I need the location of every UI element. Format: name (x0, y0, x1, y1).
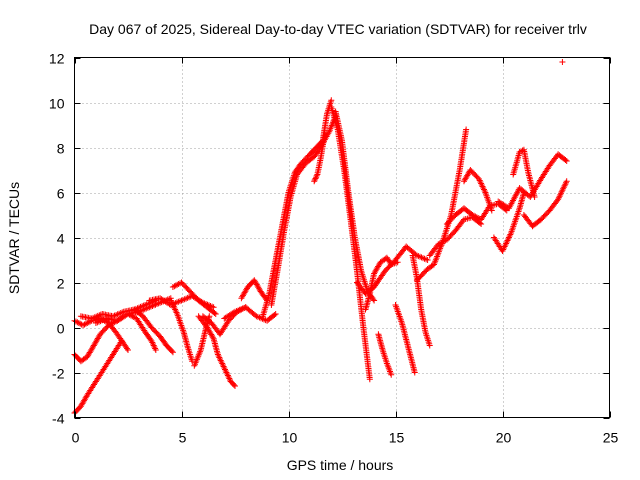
data-point (311, 178, 318, 185)
data-point (366, 376, 373, 383)
data-point (411, 369, 418, 376)
data-point (559, 59, 566, 65)
data-point (212, 311, 219, 317)
chart-title: Day 067 of 2025, Sidereal Day-to-day VTE… (89, 21, 587, 37)
x-tick-label: 0 (72, 430, 80, 446)
grid (74, 57, 610, 418)
data-point (424, 257, 431, 263)
data-point (394, 259, 401, 266)
data-point (230, 381, 237, 388)
series-pass-06 (125, 311, 159, 353)
series-pass-23 (375, 331, 395, 378)
series-pass-31 (495, 151, 570, 212)
y-tick-label: 12 (49, 51, 65, 67)
data-point (531, 194, 538, 200)
data-point (168, 348, 175, 355)
x-tick-label: 5 (179, 430, 187, 446)
y-tick-label: 4 (57, 231, 65, 247)
y-tick-label: 8 (57, 141, 65, 157)
x-tick-label: 15 (389, 430, 405, 446)
data-point (271, 312, 278, 318)
x-tick-label: 10 (282, 430, 298, 446)
y-tick-label: 6 (57, 186, 65, 202)
data-point (211, 310, 218, 316)
data-point (563, 178, 570, 185)
series-pass-33 (520, 178, 570, 230)
series-pass-15 (238, 277, 271, 304)
series-pass-34 (559, 59, 566, 65)
y-tick-label: 2 (57, 276, 65, 292)
data-point (311, 176, 318, 183)
y-tick-label: 0 (57, 321, 65, 337)
series-pass-14 (221, 304, 279, 324)
y-axis-label: SDTVAR / TECUs (6, 182, 22, 294)
y-tick-label: 10 (49, 96, 65, 112)
data-point (371, 297, 378, 304)
series-pass-16 (259, 97, 335, 320)
data-point (272, 311, 279, 317)
y-tick-label: -2 (52, 366, 65, 382)
series-pass-27 (426, 214, 485, 259)
series-pass-17 (268, 113, 339, 308)
data-point (321, 131, 328, 137)
data-point (313, 174, 320, 181)
series-pass-10 (169, 279, 219, 317)
data-point (473, 214, 480, 221)
data-point (328, 97, 335, 104)
tick-labels: 0 5 10 15 20 25 -4 -2 0 2 4 6 8 10 12 (49, 51, 619, 446)
x-tick-label: 20 (496, 430, 512, 446)
data-point (313, 172, 320, 179)
data-point (370, 296, 377, 303)
series-pass-22 (362, 254, 401, 313)
data-point (152, 347, 159, 353)
x-tick-label: 25 (603, 430, 619, 446)
data-point (563, 158, 570, 164)
data-point (562, 157, 569, 163)
series-pass-07 (131, 306, 176, 356)
series-pass-18 (311, 131, 328, 185)
axis-ticks (74, 57, 611, 419)
plot-frame (74, 57, 610, 418)
data-point (312, 175, 319, 182)
data-point (426, 342, 433, 349)
data-point (388, 371, 395, 378)
y-tick-label: -4 (52, 411, 65, 427)
data-point (125, 347, 131, 353)
series-pass-30 (490, 189, 527, 254)
data-marks (71, 59, 570, 416)
data-point (124, 345, 130, 352)
series-pass-09 (167, 297, 196, 365)
data-point (463, 126, 470, 133)
series-pass-20 (332, 108, 378, 304)
data-point (232, 383, 238, 389)
x-axis-label: GPS time / hours (287, 457, 394, 473)
data-point (169, 349, 176, 356)
series-pass-32 (510, 146, 538, 200)
series-pass-24 (392, 302, 418, 376)
